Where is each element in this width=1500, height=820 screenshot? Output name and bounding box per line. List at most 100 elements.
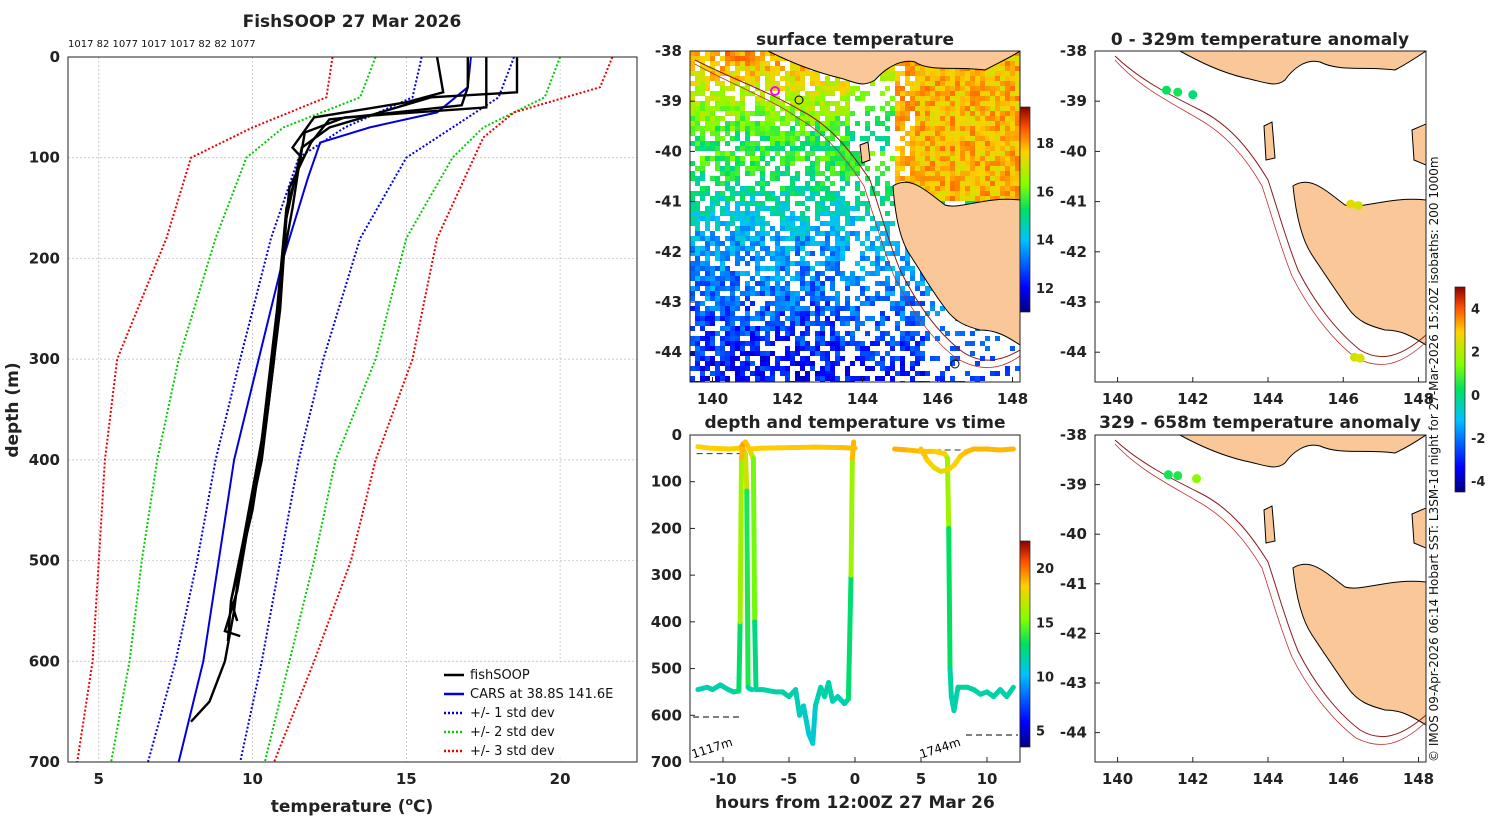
sst-pixel bbox=[890, 306, 895, 311]
sst-colorbar-tick: 16 bbox=[1036, 185, 1054, 200]
sst-pixel bbox=[735, 156, 740, 161]
sst-pixel bbox=[975, 121, 980, 126]
sst-pixel bbox=[720, 221, 725, 226]
sst-pixel bbox=[860, 201, 865, 206]
a1-mainland bbox=[1179, 51, 1426, 85]
ts-segment bbox=[742, 451, 750, 494]
sst-pixel bbox=[835, 356, 840, 361]
sst-pixel bbox=[690, 106, 695, 111]
sst-pixel bbox=[715, 376, 720, 381]
sst-pixel bbox=[955, 81, 960, 86]
sst-pixel bbox=[765, 116, 770, 121]
profile-series bbox=[76, 57, 334, 762]
sst-pixel bbox=[930, 356, 935, 361]
sst-pixel bbox=[745, 316, 750, 321]
sst-pixel bbox=[715, 81, 720, 86]
sst-pixel bbox=[805, 306, 810, 311]
sst-pixel bbox=[740, 191, 745, 196]
sst-pixel bbox=[725, 186, 730, 191]
sst-pixel bbox=[905, 141, 910, 146]
sst-pixel bbox=[690, 61, 695, 66]
sst-pixel bbox=[975, 196, 980, 201]
sst-pixel bbox=[740, 231, 745, 236]
sst-pixel bbox=[715, 116, 720, 121]
sst-pixel bbox=[975, 361, 980, 366]
anomaly-point bbox=[1188, 90, 1198, 100]
sst-pixel bbox=[735, 146, 740, 151]
sst-pixel bbox=[695, 141, 700, 146]
sst-pixel bbox=[850, 361, 855, 366]
sst-pixel bbox=[1005, 161, 1010, 166]
sst-pixel bbox=[760, 96, 765, 101]
sst-pixel bbox=[880, 221, 885, 226]
sst-pixel bbox=[860, 191, 865, 196]
sst-pixel bbox=[1000, 196, 1005, 201]
sst-pixel bbox=[825, 296, 830, 301]
sst-pixel bbox=[855, 376, 860, 381]
sst-pixel bbox=[765, 51, 770, 56]
sst-pixel bbox=[780, 236, 785, 241]
sst-pixel bbox=[715, 146, 720, 151]
sst-pixel bbox=[945, 106, 950, 111]
sst-pixel bbox=[940, 181, 945, 186]
sst-pixel bbox=[845, 201, 850, 206]
sst-pixel bbox=[1010, 81, 1015, 86]
sst-pixel bbox=[705, 316, 710, 321]
sst-pixel bbox=[835, 251, 840, 256]
sst-pixel bbox=[995, 116, 1000, 121]
sst-pixel bbox=[915, 101, 920, 106]
sst-pixel bbox=[700, 211, 705, 216]
sst-pixel bbox=[710, 61, 715, 66]
sst-pixel bbox=[790, 161, 795, 166]
sst-pixel bbox=[765, 221, 770, 226]
sst-pixel bbox=[850, 161, 855, 166]
sst-pixel bbox=[935, 71, 940, 76]
sst-pixel bbox=[710, 106, 715, 111]
sst-pixel bbox=[835, 161, 840, 166]
sst-pixel bbox=[955, 136, 960, 141]
sst-pixel bbox=[740, 341, 745, 346]
sst-pixel bbox=[760, 291, 765, 296]
sst-pixel bbox=[745, 356, 750, 361]
sst-pixel bbox=[780, 261, 785, 266]
sst-pixel bbox=[760, 201, 765, 206]
sst-pixel bbox=[745, 376, 750, 381]
sst-pixel bbox=[810, 91, 815, 96]
sst-pixel bbox=[810, 226, 815, 231]
sst-pixel bbox=[725, 196, 730, 201]
sst-pixel bbox=[1015, 136, 1020, 141]
sst-pixel bbox=[755, 141, 760, 146]
sst-pixel bbox=[990, 91, 995, 96]
sst-pixel bbox=[720, 276, 725, 281]
sst-pixel bbox=[780, 186, 785, 191]
sst-pixel bbox=[795, 201, 800, 206]
sst-pixel bbox=[740, 201, 745, 206]
sst-pixel bbox=[735, 356, 740, 361]
sst-pixel bbox=[810, 116, 815, 121]
sst-pixel bbox=[910, 176, 915, 181]
sst-pixel bbox=[1015, 61, 1020, 66]
sst-pixel bbox=[780, 321, 785, 326]
sst-pixel bbox=[705, 346, 710, 351]
sst-pixel bbox=[770, 321, 775, 326]
sst-pixel bbox=[1005, 121, 1010, 126]
sst-pixel bbox=[835, 126, 840, 131]
sst-pixel bbox=[850, 156, 855, 161]
ts-segment bbox=[707, 445, 733, 452]
sst-pixel bbox=[805, 196, 810, 201]
sst-pixel bbox=[755, 66, 760, 71]
sst-pixel bbox=[775, 331, 780, 336]
sst-pixel bbox=[735, 136, 740, 141]
sst-pixel bbox=[730, 331, 735, 336]
sst-pixel bbox=[815, 206, 820, 211]
sst-pixel bbox=[825, 141, 830, 146]
sst-pixel bbox=[855, 86, 860, 91]
sst-pixel bbox=[740, 121, 745, 126]
sst-pixel bbox=[1015, 171, 1020, 176]
sst-pixel bbox=[795, 191, 800, 196]
sst-pixel bbox=[755, 251, 760, 256]
sst-pixel bbox=[735, 331, 740, 336]
sst-pixel bbox=[980, 186, 985, 191]
sst-pixel bbox=[935, 131, 940, 136]
sst-pixel bbox=[745, 216, 750, 221]
